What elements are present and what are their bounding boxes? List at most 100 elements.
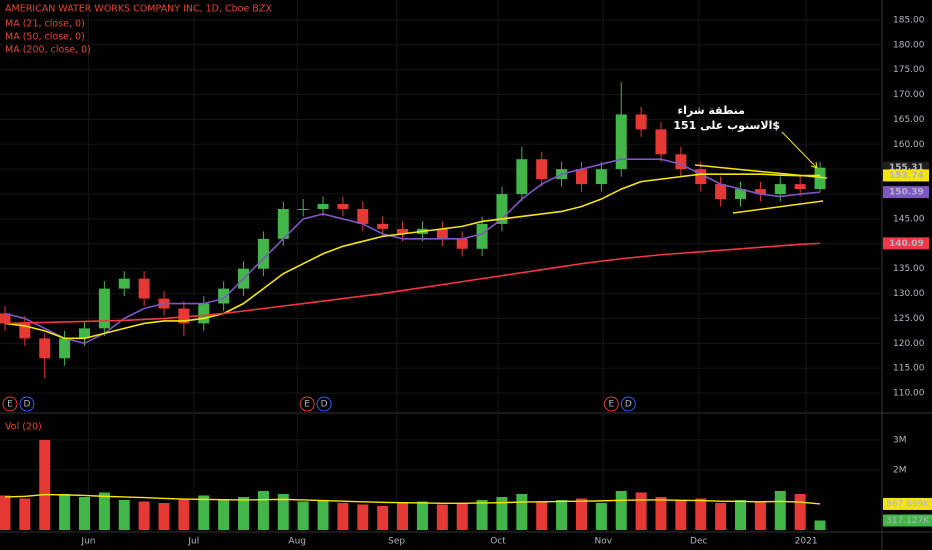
volume-bar — [754, 501, 766, 530]
volume-bar — [476, 499, 488, 530]
y-tick-label: 125.00 — [893, 314, 925, 324]
volume-bar — [138, 501, 150, 530]
candle-body — [98, 288, 110, 329]
volume-bar — [575, 498, 587, 530]
x-tick-label: Nov — [595, 537, 613, 547]
volume-bar — [536, 501, 548, 530]
y-tick-label: 2M — [893, 465, 907, 475]
y-tick-label: 160.00 — [893, 140, 925, 150]
volume-title: Vol (20) — [5, 422, 42, 433]
ma-line — [4, 158, 821, 345]
event-label: D — [321, 400, 328, 410]
volume-bar — [456, 502, 468, 530]
event-label: D — [625, 400, 632, 410]
ma-line — [4, 242, 821, 325]
volume-bar — [416, 501, 428, 530]
y-tick-label: 120.00 — [893, 339, 925, 349]
candle-body — [735, 189, 747, 200]
volume-bar — [198, 495, 210, 530]
candle-body — [198, 303, 210, 324]
candle-body — [595, 169, 607, 185]
candle-body — [377, 223, 389, 229]
volume-bar — [695, 498, 707, 530]
candle-body — [19, 323, 31, 339]
volume-bar — [357, 504, 369, 530]
y-tick-label: 185.00 — [893, 15, 925, 25]
y-tick-label: 3M — [893, 435, 907, 445]
candle-body — [754, 189, 766, 195]
volume-bar — [238, 496, 250, 530]
volume-bar — [735, 499, 747, 530]
volume-bar — [595, 502, 607, 530]
price-tag-label: 155.31 — [889, 163, 924, 173]
candle-body — [456, 238, 468, 249]
volume-ma-line — [4, 493, 821, 505]
y-tick-label: 110.00 — [893, 389, 925, 399]
y-tick-label: 180.00 — [893, 40, 925, 50]
y-tick-label: 135.00 — [893, 264, 925, 274]
candle-body — [635, 114, 647, 130]
candle-body — [59, 338, 71, 359]
volume-bar — [297, 501, 309, 530]
candle-body — [615, 114, 627, 170]
volume-tag — [883, 497, 932, 510]
annotation: الاستوب على 151$ — [673, 119, 780, 132]
x-tick-label: Sep — [388, 537, 405, 547]
event-label: E — [304, 400, 310, 410]
x-tick-label: Jul — [187, 537, 199, 547]
candle-body — [0, 313, 11, 324]
volume-bar — [118, 499, 130, 530]
candle-body — [357, 208, 369, 224]
x-tick-label: Oct — [490, 537, 506, 547]
candle-body — [297, 208, 309, 210]
candle-body — [516, 159, 528, 195]
volume-bar — [556, 499, 568, 530]
volume-tag-label: 317.127K — [886, 516, 930, 526]
volume-bar — [655, 496, 667, 530]
legend-entry: MA (50, close, 0) — [5, 32, 85, 43]
candle-body — [257, 238, 269, 269]
price-tag — [883, 237, 929, 250]
candle-body — [655, 129, 667, 155]
event-marker — [2, 396, 18, 412]
y-tick-label: 115.00 — [893, 364, 925, 374]
price-tag-label: 150.39 — [889, 188, 924, 198]
volume-bar — [257, 490, 269, 530]
candle-body — [814, 167, 826, 190]
volume-bar — [59, 493, 71, 530]
candle-body — [715, 184, 727, 200]
price-tag — [883, 169, 929, 182]
candle-body — [218, 288, 230, 304]
candle-body — [436, 228, 448, 239]
y-tick-label: 175.00 — [893, 65, 925, 75]
trend-line — [694, 164, 828, 179]
x-tick-label: Aug — [288, 537, 306, 547]
volume-bar — [794, 493, 806, 530]
candle-body — [675, 154, 687, 170]
candle-body — [575, 169, 587, 185]
volume-bar — [39, 439, 51, 530]
legend-entry: MA (21, close, 0) — [5, 19, 85, 30]
grid — [0, 0, 882, 530]
trend-line — [732, 200, 824, 214]
volume-bar — [675, 499, 687, 530]
event-label: E — [608, 400, 614, 410]
candle-body — [794, 184, 806, 190]
candle-body — [118, 278, 130, 289]
annotation: منطقة شراء — [678, 104, 746, 117]
volume-bar — [277, 493, 289, 530]
candle-body — [39, 338, 51, 359]
candle-body — [178, 308, 190, 324]
volume-bar — [436, 504, 448, 530]
ma-line — [4, 173, 821, 340]
candle-body — [78, 328, 90, 339]
event-marker — [603, 396, 619, 412]
volume-bar — [337, 502, 349, 530]
price-tag — [883, 186, 929, 199]
volume-bar — [774, 490, 786, 530]
volume-bar — [516, 493, 528, 530]
price-tag-label: 140.09 — [889, 239, 924, 249]
candle-body — [496, 194, 508, 224]
event-marker — [19, 396, 35, 412]
